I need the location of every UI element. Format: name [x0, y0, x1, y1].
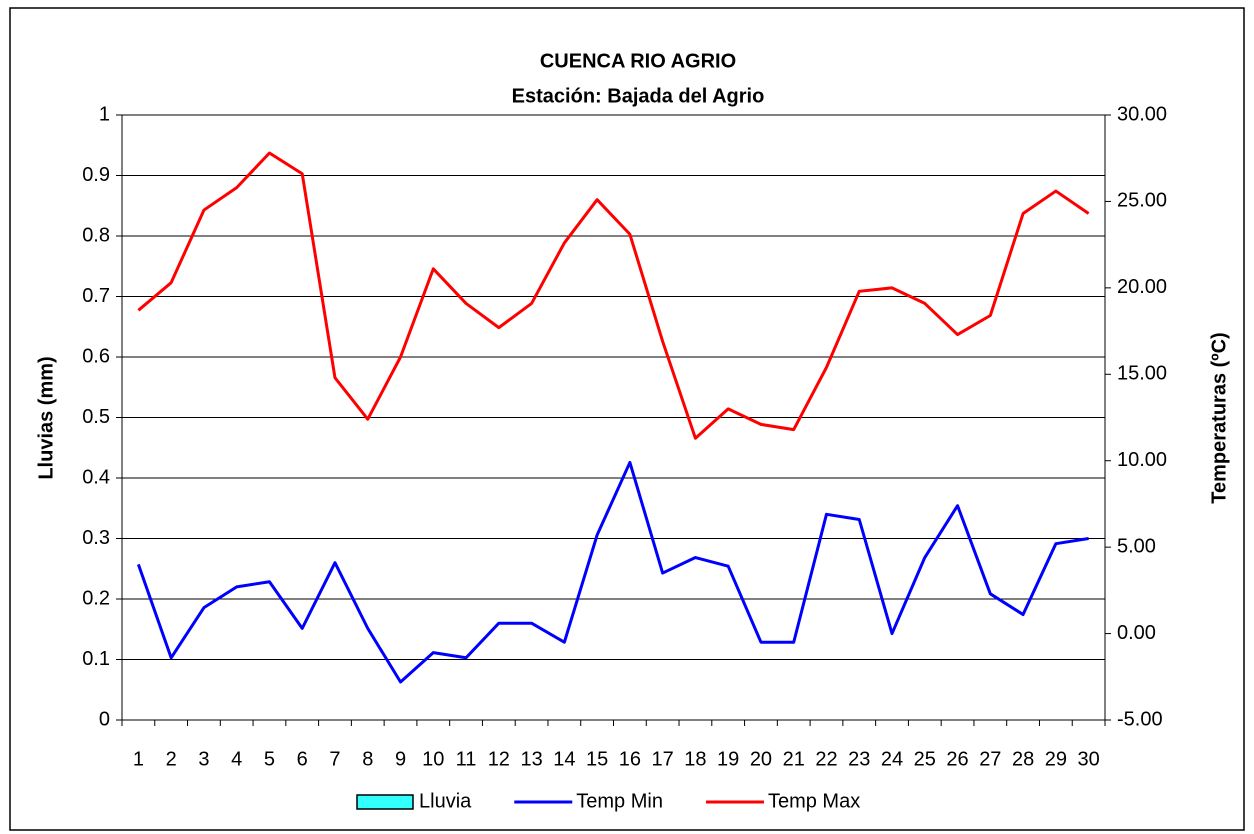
y2-tick-label: 15.00: [1117, 363, 1167, 385]
legend-label: Temp Max: [768, 790, 860, 812]
y2-tick-label: 20.00: [1117, 276, 1167, 298]
x-tick-label: 9: [395, 748, 406, 770]
line-series: [136, 460, 1089, 684]
y-tick-label: 0: [99, 708, 110, 730]
y2-tick-label: 25.00: [1117, 190, 1167, 212]
x-tick-label: 23: [848, 748, 870, 770]
y2-tick-label: 0.00: [1117, 622, 1156, 644]
x-tick-label: 28: [1012, 748, 1034, 770]
x-tick-label: 13: [520, 748, 542, 770]
x-tick-label: 15: [586, 748, 608, 770]
y2-tick-label: -5.00: [1117, 708, 1163, 730]
x-tick-label: 11: [456, 748, 477, 770]
x-tick-label: 7: [329, 748, 340, 770]
y-tick-label: 0.9: [82, 164, 110, 186]
chart-border: [9, 7, 1245, 831]
x-tick-label: 6: [297, 748, 308, 770]
x-tick-label: 25: [914, 748, 936, 770]
y-tick-label: 0.6: [82, 345, 110, 367]
x-tick-label: 30: [1077, 748, 1099, 770]
y-tick-label: 0.3: [82, 527, 110, 549]
x-tick-label: 2: [166, 748, 177, 770]
y2-tick-label: 5.00: [1117, 535, 1156, 557]
x-tick-label: 12: [488, 748, 510, 770]
chart-subtitle: Estación: Bajada del Agrio: [512, 85, 765, 107]
x-tick-label: 14: [553, 748, 575, 770]
x-tick-label: 17: [652, 748, 674, 770]
y2-tick-label: 30.00: [1117, 103, 1167, 125]
x-tick-label: 24: [881, 748, 903, 770]
y2-axis-label: Temperaturas (ºC): [1208, 332, 1230, 503]
x-tick-label: 22: [815, 748, 837, 770]
y-tick-label: 0.4: [82, 466, 110, 488]
x-tick-label: 16: [619, 748, 641, 770]
legend-swatch: [356, 794, 414, 810]
chart-title: CUENCA RIO AGRIO: [540, 50, 736, 72]
x-tick-label: 3: [198, 748, 209, 770]
y-tick-label: 0.7: [82, 285, 110, 307]
x-tick-label: 21: [783, 748, 805, 770]
line-series: [137, 151, 1090, 440]
y-tick-label: 0.8: [82, 224, 110, 246]
x-tick-label: 26: [946, 748, 968, 770]
x-tick-label: 5: [264, 748, 275, 770]
y-axis-label: Lluvias (mm): [35, 356, 57, 479]
legend-label: Lluvia: [419, 790, 472, 812]
legend-label: Temp Min: [576, 790, 663, 812]
y2-tick-label: 10.00: [1117, 449, 1167, 471]
x-tick-label: 4: [231, 748, 242, 770]
x-tick-label: 8: [362, 748, 373, 770]
x-tick-label: 1: [133, 748, 144, 770]
x-tick-label: 27: [979, 748, 1001, 770]
y-tick-label: 0.2: [82, 587, 110, 609]
y-tick-label: 1: [99, 103, 110, 125]
y-tick-label: 0.5: [82, 406, 110, 428]
x-tick-label: 10: [422, 748, 444, 770]
y-tick-label: 0.1: [82, 648, 110, 670]
x-tick-label: 18: [684, 748, 706, 770]
x-tick-label: 20: [750, 748, 772, 770]
x-tick-label: 29: [1045, 748, 1067, 770]
x-tick-label: 19: [717, 748, 739, 770]
